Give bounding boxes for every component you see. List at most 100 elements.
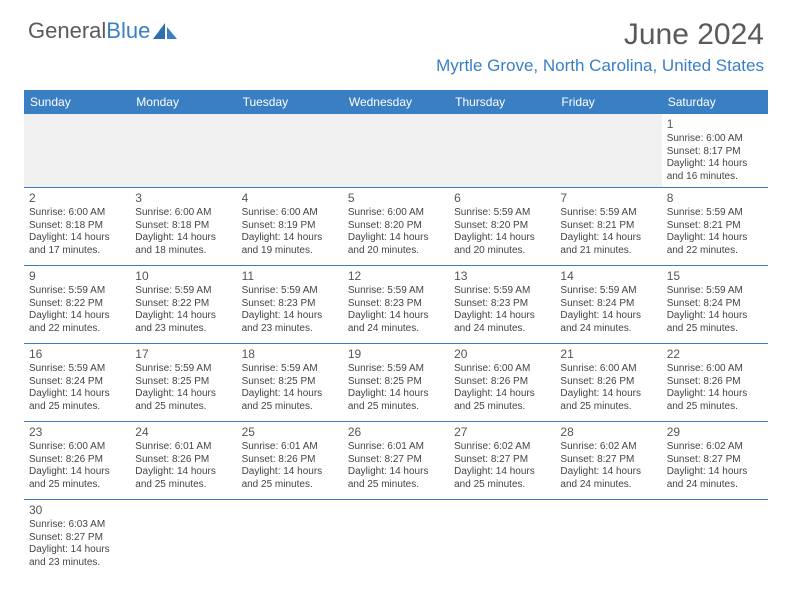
daylight-line-2: and 21 minutes.: [560, 245, 656, 258]
calendar-day-cell: 24Sunrise: 6:01 AMSunset: 8:26 PMDayligh…: [130, 422, 236, 500]
daylight-line-2: and 23 minutes.: [135, 323, 231, 336]
calendar-empty-cell: [662, 500, 768, 578]
sunset-line: Sunset: 8:27 PM: [348, 454, 444, 467]
daylight-line-1: Daylight: 14 hours: [560, 466, 656, 479]
day-number: 27: [454, 425, 550, 440]
calendar-empty-cell: [449, 500, 555, 578]
sunset-line: Sunset: 8:20 PM: [348, 220, 444, 233]
calendar-day-cell: 13Sunrise: 5:59 AMSunset: 8:23 PMDayligh…: [449, 266, 555, 344]
calendar-week-row: 23Sunrise: 6:00 AMSunset: 8:26 PMDayligh…: [24, 422, 768, 500]
day-number: 7: [560, 191, 656, 206]
sunset-line: Sunset: 8:21 PM: [667, 220, 763, 233]
page-header: GeneralBlue June 2024 Myrtle Grove, Nort…: [0, 0, 792, 82]
sunset-line: Sunset: 8:21 PM: [560, 220, 656, 233]
sunset-line: Sunset: 8:23 PM: [242, 298, 338, 311]
calendar-day-cell: 26Sunrise: 6:01 AMSunset: 8:27 PMDayligh…: [343, 422, 449, 500]
daylight-line-2: and 17 minutes.: [29, 245, 125, 258]
calendar-empty-cell: [343, 114, 449, 188]
daylight-line-2: and 22 minutes.: [29, 323, 125, 336]
daylight-line-2: and 25 minutes.: [348, 479, 444, 492]
calendar-day-cell: 12Sunrise: 5:59 AMSunset: 8:23 PMDayligh…: [343, 266, 449, 344]
day-number: 14: [560, 269, 656, 284]
daylight-line-1: Daylight: 14 hours: [560, 232, 656, 245]
daylight-line-2: and 25 minutes.: [560, 401, 656, 414]
calendar-day-cell: 29Sunrise: 6:02 AMSunset: 8:27 PMDayligh…: [662, 422, 768, 500]
sunrise-line: Sunrise: 6:00 AM: [348, 207, 444, 220]
calendar-body: 1Sunrise: 6:00 AMSunset: 8:17 PMDaylight…: [24, 114, 768, 578]
day-number: 21: [560, 347, 656, 362]
calendar-day-cell: 9Sunrise: 5:59 AMSunset: 8:22 PMDaylight…: [24, 266, 130, 344]
daylight-line-1: Daylight: 14 hours: [242, 466, 338, 479]
logo-sail-icon: [152, 21, 180, 41]
day-number: 10: [135, 269, 231, 284]
calendar-empty-cell: [237, 114, 343, 188]
daylight-line-1: Daylight: 14 hours: [135, 310, 231, 323]
sunrise-line: Sunrise: 5:59 AM: [135, 285, 231, 298]
calendar-day-cell: 1Sunrise: 6:00 AMSunset: 8:17 PMDaylight…: [662, 114, 768, 188]
calendar-empty-cell: [24, 114, 130, 188]
daylight-line-2: and 20 minutes.: [454, 245, 550, 258]
location-subtitle: Myrtle Grove, North Carolina, United Sta…: [436, 56, 764, 76]
sunrise-line: Sunrise: 5:59 AM: [29, 363, 125, 376]
day-header: Wednesday: [343, 90, 449, 114]
daylight-line-2: and 25 minutes.: [667, 323, 763, 336]
daylight-line-1: Daylight: 14 hours: [242, 388, 338, 401]
calendar-day-cell: 7Sunrise: 5:59 AMSunset: 8:21 PMDaylight…: [555, 188, 661, 266]
daylight-line-2: and 24 minutes.: [560, 479, 656, 492]
daylight-line-1: Daylight: 14 hours: [29, 466, 125, 479]
month-title: June 2024: [436, 18, 764, 52]
day-number: 20: [454, 347, 550, 362]
sunrise-line: Sunrise: 5:59 AM: [667, 285, 763, 298]
daylight-line-1: Daylight: 14 hours: [560, 310, 656, 323]
daylight-line-1: Daylight: 14 hours: [454, 388, 550, 401]
day-number: 16: [29, 347, 125, 362]
calendar-day-cell: 27Sunrise: 6:02 AMSunset: 8:27 PMDayligh…: [449, 422, 555, 500]
day-header: Thursday: [449, 90, 555, 114]
calendar-empty-cell: [130, 114, 236, 188]
title-block: June 2024 Myrtle Grove, North Carolina, …: [436, 18, 764, 76]
daylight-line-1: Daylight: 14 hours: [348, 310, 444, 323]
daylight-line-1: Daylight: 14 hours: [29, 544, 125, 557]
sunset-line: Sunset: 8:26 PM: [560, 376, 656, 389]
calendar-day-cell: 22Sunrise: 6:00 AMSunset: 8:26 PMDayligh…: [662, 344, 768, 422]
daylight-line-1: Daylight: 14 hours: [560, 388, 656, 401]
calendar-day-cell: 21Sunrise: 6:00 AMSunset: 8:26 PMDayligh…: [555, 344, 661, 422]
calendar-day-cell: 23Sunrise: 6:00 AMSunset: 8:26 PMDayligh…: [24, 422, 130, 500]
daylight-line-2: and 24 minutes.: [454, 323, 550, 336]
sunrise-line: Sunrise: 5:59 AM: [454, 207, 550, 220]
day-number: 11: [242, 269, 338, 284]
daylight-line-1: Daylight: 14 hours: [667, 158, 763, 171]
calendar-day-cell: 3Sunrise: 6:00 AMSunset: 8:18 PMDaylight…: [130, 188, 236, 266]
day-number: 4: [242, 191, 338, 206]
day-header: Saturday: [662, 90, 768, 114]
sunset-line: Sunset: 8:25 PM: [135, 376, 231, 389]
calendar-week-row: 16Sunrise: 5:59 AMSunset: 8:24 PMDayligh…: [24, 344, 768, 422]
calendar-empty-cell: [449, 114, 555, 188]
calendar-day-cell: 14Sunrise: 5:59 AMSunset: 8:24 PMDayligh…: [555, 266, 661, 344]
daylight-line-2: and 22 minutes.: [667, 245, 763, 258]
calendar-day-cell: 5Sunrise: 6:00 AMSunset: 8:20 PMDaylight…: [343, 188, 449, 266]
daylight-line-2: and 25 minutes.: [242, 401, 338, 414]
day-number: 26: [348, 425, 444, 440]
sunrise-line: Sunrise: 6:03 AM: [29, 519, 125, 532]
daylight-line-2: and 20 minutes.: [348, 245, 444, 258]
sunset-line: Sunset: 8:24 PM: [560, 298, 656, 311]
daylight-line-1: Daylight: 14 hours: [242, 310, 338, 323]
calendar-day-cell: 19Sunrise: 5:59 AMSunset: 8:25 PMDayligh…: [343, 344, 449, 422]
daylight-line-2: and 16 minutes.: [667, 171, 763, 184]
daylight-line-2: and 25 minutes.: [135, 479, 231, 492]
sunrise-line: Sunrise: 6:01 AM: [242, 441, 338, 454]
daylight-line-2: and 18 minutes.: [135, 245, 231, 258]
day-number: 2: [29, 191, 125, 206]
sunset-line: Sunset: 8:22 PM: [29, 298, 125, 311]
day-number: 9: [29, 269, 125, 284]
sunset-line: Sunset: 8:19 PM: [242, 220, 338, 233]
calendar-day-cell: 16Sunrise: 5:59 AMSunset: 8:24 PMDayligh…: [24, 344, 130, 422]
sunrise-line: Sunrise: 5:59 AM: [242, 363, 338, 376]
daylight-line-2: and 23 minutes.: [242, 323, 338, 336]
calendar-day-cell: 15Sunrise: 5:59 AMSunset: 8:24 PMDayligh…: [662, 266, 768, 344]
sunset-line: Sunset: 8:17 PM: [667, 146, 763, 159]
calendar-empty-cell: [555, 500, 661, 578]
daylight-line-2: and 24 minutes.: [348, 323, 444, 336]
day-number: 15: [667, 269, 763, 284]
